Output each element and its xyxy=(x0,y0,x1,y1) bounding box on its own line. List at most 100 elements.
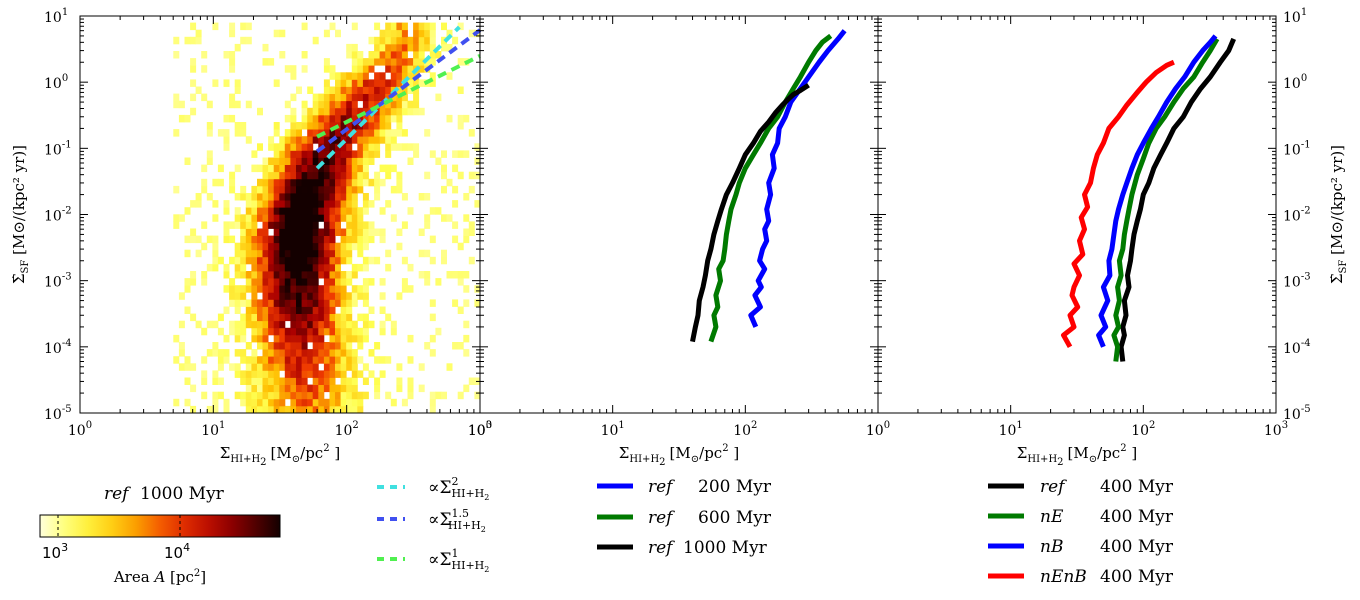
heatmap-cell xyxy=(212,342,219,350)
heatmap-cell xyxy=(251,299,258,307)
heatmap-cell xyxy=(290,377,297,385)
heatmap-cell xyxy=(279,342,286,350)
heatmap-cell xyxy=(346,93,353,102)
heatmap-cell xyxy=(223,306,230,314)
heatmap-cell xyxy=(296,349,302,357)
heatmap-cell xyxy=(323,221,330,229)
heatmap-cell xyxy=(396,185,403,194)
heatmap-cell xyxy=(329,178,336,187)
heatmap-cell xyxy=(190,58,197,66)
heatmap-cell xyxy=(296,271,302,279)
x-tick-label: 101 xyxy=(201,420,225,439)
heatmap-cell xyxy=(329,263,336,272)
heatmap-cell xyxy=(413,107,420,116)
heatmap-cell xyxy=(251,349,258,357)
heatmap-cell xyxy=(307,164,314,173)
heatmap-cell xyxy=(318,93,325,102)
heatmap-cell xyxy=(257,278,263,286)
heatmap-cell xyxy=(268,256,275,265)
heatmap-cell xyxy=(357,370,364,378)
heatmap-cell xyxy=(396,228,403,236)
heatmap-cell xyxy=(273,171,280,180)
heatmap-cell xyxy=(301,107,308,116)
heatmap-cell xyxy=(190,384,197,393)
heatmap-cell xyxy=(362,136,369,144)
heatmap-cell xyxy=(362,292,369,300)
heatmap-cell xyxy=(335,327,341,336)
heatmap-cell xyxy=(362,235,369,244)
heatmap-cell xyxy=(374,72,381,80)
y-tick-label-right: 10-4 xyxy=(1283,338,1311,357)
heatmap-cell xyxy=(374,36,381,45)
legend-fit-exp: 2 xyxy=(452,475,459,488)
heatmap-cell xyxy=(184,306,191,314)
heatmap-cell xyxy=(318,235,325,244)
heatmap-cell xyxy=(335,178,341,187)
heatmap-cell xyxy=(390,185,397,194)
heatmap-cell xyxy=(362,363,369,371)
heatmap-cell xyxy=(424,129,431,137)
heatmap-cell xyxy=(452,150,459,158)
heatmap-cell xyxy=(184,363,191,371)
heatmap-cell xyxy=(374,256,381,265)
heatmap-cell xyxy=(340,193,347,201)
heatmap-cell xyxy=(468,377,475,385)
heatmap-cell xyxy=(407,157,414,165)
heatmap-cell xyxy=(223,136,230,144)
heatmap-cell xyxy=(268,193,275,201)
heatmap-cell xyxy=(284,299,291,307)
heatmap-cell xyxy=(234,363,241,371)
heatmap-cell xyxy=(245,228,252,236)
heatmap-cell xyxy=(318,285,325,293)
heatmap-cell xyxy=(290,107,297,116)
heatmap-cell xyxy=(351,214,358,222)
heatmap-cell xyxy=(362,391,369,400)
heatmap-cell xyxy=(279,214,286,222)
heatmap-cell xyxy=(312,363,319,371)
heatmap-cell xyxy=(284,292,291,300)
heatmap-cell xyxy=(307,228,314,236)
heatmap-cell xyxy=(206,263,213,272)
heatmap-cell xyxy=(284,313,291,322)
heatmap-cell xyxy=(251,256,258,265)
y-tick-label-left: 10-5 xyxy=(44,404,72,423)
heatmap-cell xyxy=(346,228,353,236)
heatmap-cell xyxy=(212,377,219,385)
heatmap-cell xyxy=(296,342,302,350)
heatmap-cell xyxy=(340,356,347,364)
x-axis-label-sun: ⊙ xyxy=(1089,454,1097,465)
heatmap-cell xyxy=(318,193,325,201)
heatmap-cell xyxy=(407,391,414,400)
heatmap-cell xyxy=(368,93,375,102)
heatmap-cell xyxy=(407,86,414,94)
heatmap-cell xyxy=(184,285,191,293)
heatmap-cell xyxy=(401,221,408,229)
heatmap-cell xyxy=(390,327,397,336)
heatmap-cell xyxy=(251,405,258,414)
heatmap-cell xyxy=(290,327,297,336)
heatmap-cell xyxy=(340,122,347,130)
heatmap-cell xyxy=(290,285,297,293)
heatmap-cell xyxy=(335,263,341,272)
heatmap-cell xyxy=(234,129,241,137)
heatmap-cell xyxy=(335,200,341,208)
heatmap-cell xyxy=(301,178,308,187)
x-tick-label-exp: 0 xyxy=(884,420,890,431)
y-axis-label-left: Σ̇SF [M⊙/(kpc² yr)] xyxy=(10,145,31,284)
heatmap-cell xyxy=(296,207,302,215)
heatmap-cell xyxy=(385,93,392,102)
heatmap-cell xyxy=(212,256,219,265)
heatmap-cell xyxy=(362,150,369,158)
x-axis-label-sub: HI+H xyxy=(230,454,260,465)
heatmap-cell xyxy=(418,228,425,236)
heatmap-cell xyxy=(379,36,386,45)
heatmap-cell xyxy=(346,271,353,279)
heatmap-cell xyxy=(312,306,319,314)
heatmap-cell xyxy=(318,256,325,265)
heatmap-cell xyxy=(273,384,280,393)
heatmap-cell xyxy=(212,200,219,208)
heatmap-cell xyxy=(268,377,275,385)
heatmap-cell xyxy=(284,306,291,314)
heatmap-cell xyxy=(195,86,202,94)
heatmap-cell xyxy=(329,363,336,371)
